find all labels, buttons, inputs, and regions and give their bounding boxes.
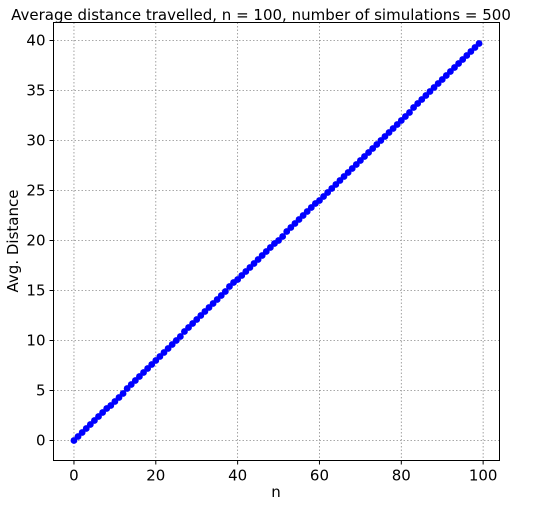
y-axis: 0 5 10 15 20 25 30 35 40 bbox=[26, 32, 54, 450]
y-tick-label: 35 bbox=[26, 82, 45, 100]
x-tick-label: 80 bbox=[392, 467, 411, 485]
y-tick-label: 30 bbox=[26, 132, 45, 150]
y-tick-label: 40 bbox=[26, 32, 45, 50]
grid bbox=[53, 22, 500, 461]
x-axis-label: n bbox=[271, 483, 281, 501]
data-point bbox=[279, 233, 287, 240]
x-tick-label: 40 bbox=[228, 467, 247, 485]
y-tick-label: 20 bbox=[26, 232, 45, 250]
data-point bbox=[176, 333, 184, 340]
y-axis-label: Avg. Distance bbox=[4, 190, 22, 293]
data-point bbox=[221, 288, 229, 295]
data-point bbox=[406, 109, 413, 116]
x-tick-label: 100 bbox=[469, 467, 498, 485]
y-tick-label: 5 bbox=[36, 382, 46, 400]
x-tick-label: 20 bbox=[146, 467, 165, 485]
data-series bbox=[70, 40, 483, 444]
y-tick-label: 10 bbox=[26, 332, 45, 350]
y-tick-label: 15 bbox=[26, 282, 45, 300]
x-tick-label: 60 bbox=[310, 467, 329, 485]
x-tick-label: 0 bbox=[69, 467, 79, 485]
y-tick-label: 25 bbox=[26, 182, 45, 200]
y-tick-label: 0 bbox=[36, 432, 46, 450]
plot-frame bbox=[53, 22, 500, 461]
x-axis: 0 20 40 60 80 100 bbox=[69, 460, 498, 485]
chart-title: Average distance travelled, n = 100, num… bbox=[11, 6, 511, 24]
data-point bbox=[119, 390, 127, 397]
data-point bbox=[475, 40, 483, 47]
